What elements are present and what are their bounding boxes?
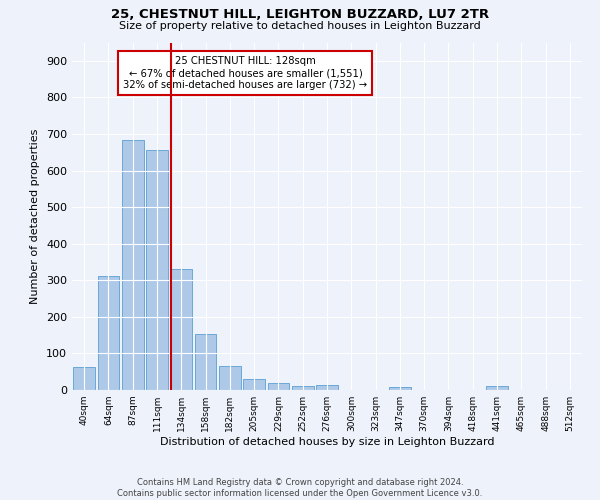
Text: 25 CHESTNUT HILL: 128sqm
← 67% of detached houses are smaller (1,551)
32% of sem: 25 CHESTNUT HILL: 128sqm ← 67% of detach… <box>124 56 367 90</box>
Bar <box>268 382 289 390</box>
Bar <box>97 276 119 390</box>
Text: Contains HM Land Registry data © Crown copyright and database right 2024.
Contai: Contains HM Land Registry data © Crown c… <box>118 478 482 498</box>
Bar <box>486 386 508 390</box>
Bar <box>219 366 241 390</box>
Bar <box>292 386 314 390</box>
X-axis label: Distribution of detached houses by size in Leighton Buzzard: Distribution of detached houses by size … <box>160 437 494 447</box>
Bar <box>316 385 338 390</box>
Bar <box>73 367 95 390</box>
Text: 25, CHESTNUT HILL, LEIGHTON BUZZARD, LU7 2TR: 25, CHESTNUT HILL, LEIGHTON BUZZARD, LU7… <box>111 8 489 20</box>
Bar <box>243 379 265 390</box>
Bar <box>194 334 217 390</box>
Text: Size of property relative to detached houses in Leighton Buzzard: Size of property relative to detached ho… <box>119 21 481 31</box>
Bar <box>146 150 168 390</box>
Bar <box>122 140 143 390</box>
Y-axis label: Number of detached properties: Number of detached properties <box>31 128 40 304</box>
Bar <box>170 270 192 390</box>
Bar <box>389 388 411 390</box>
